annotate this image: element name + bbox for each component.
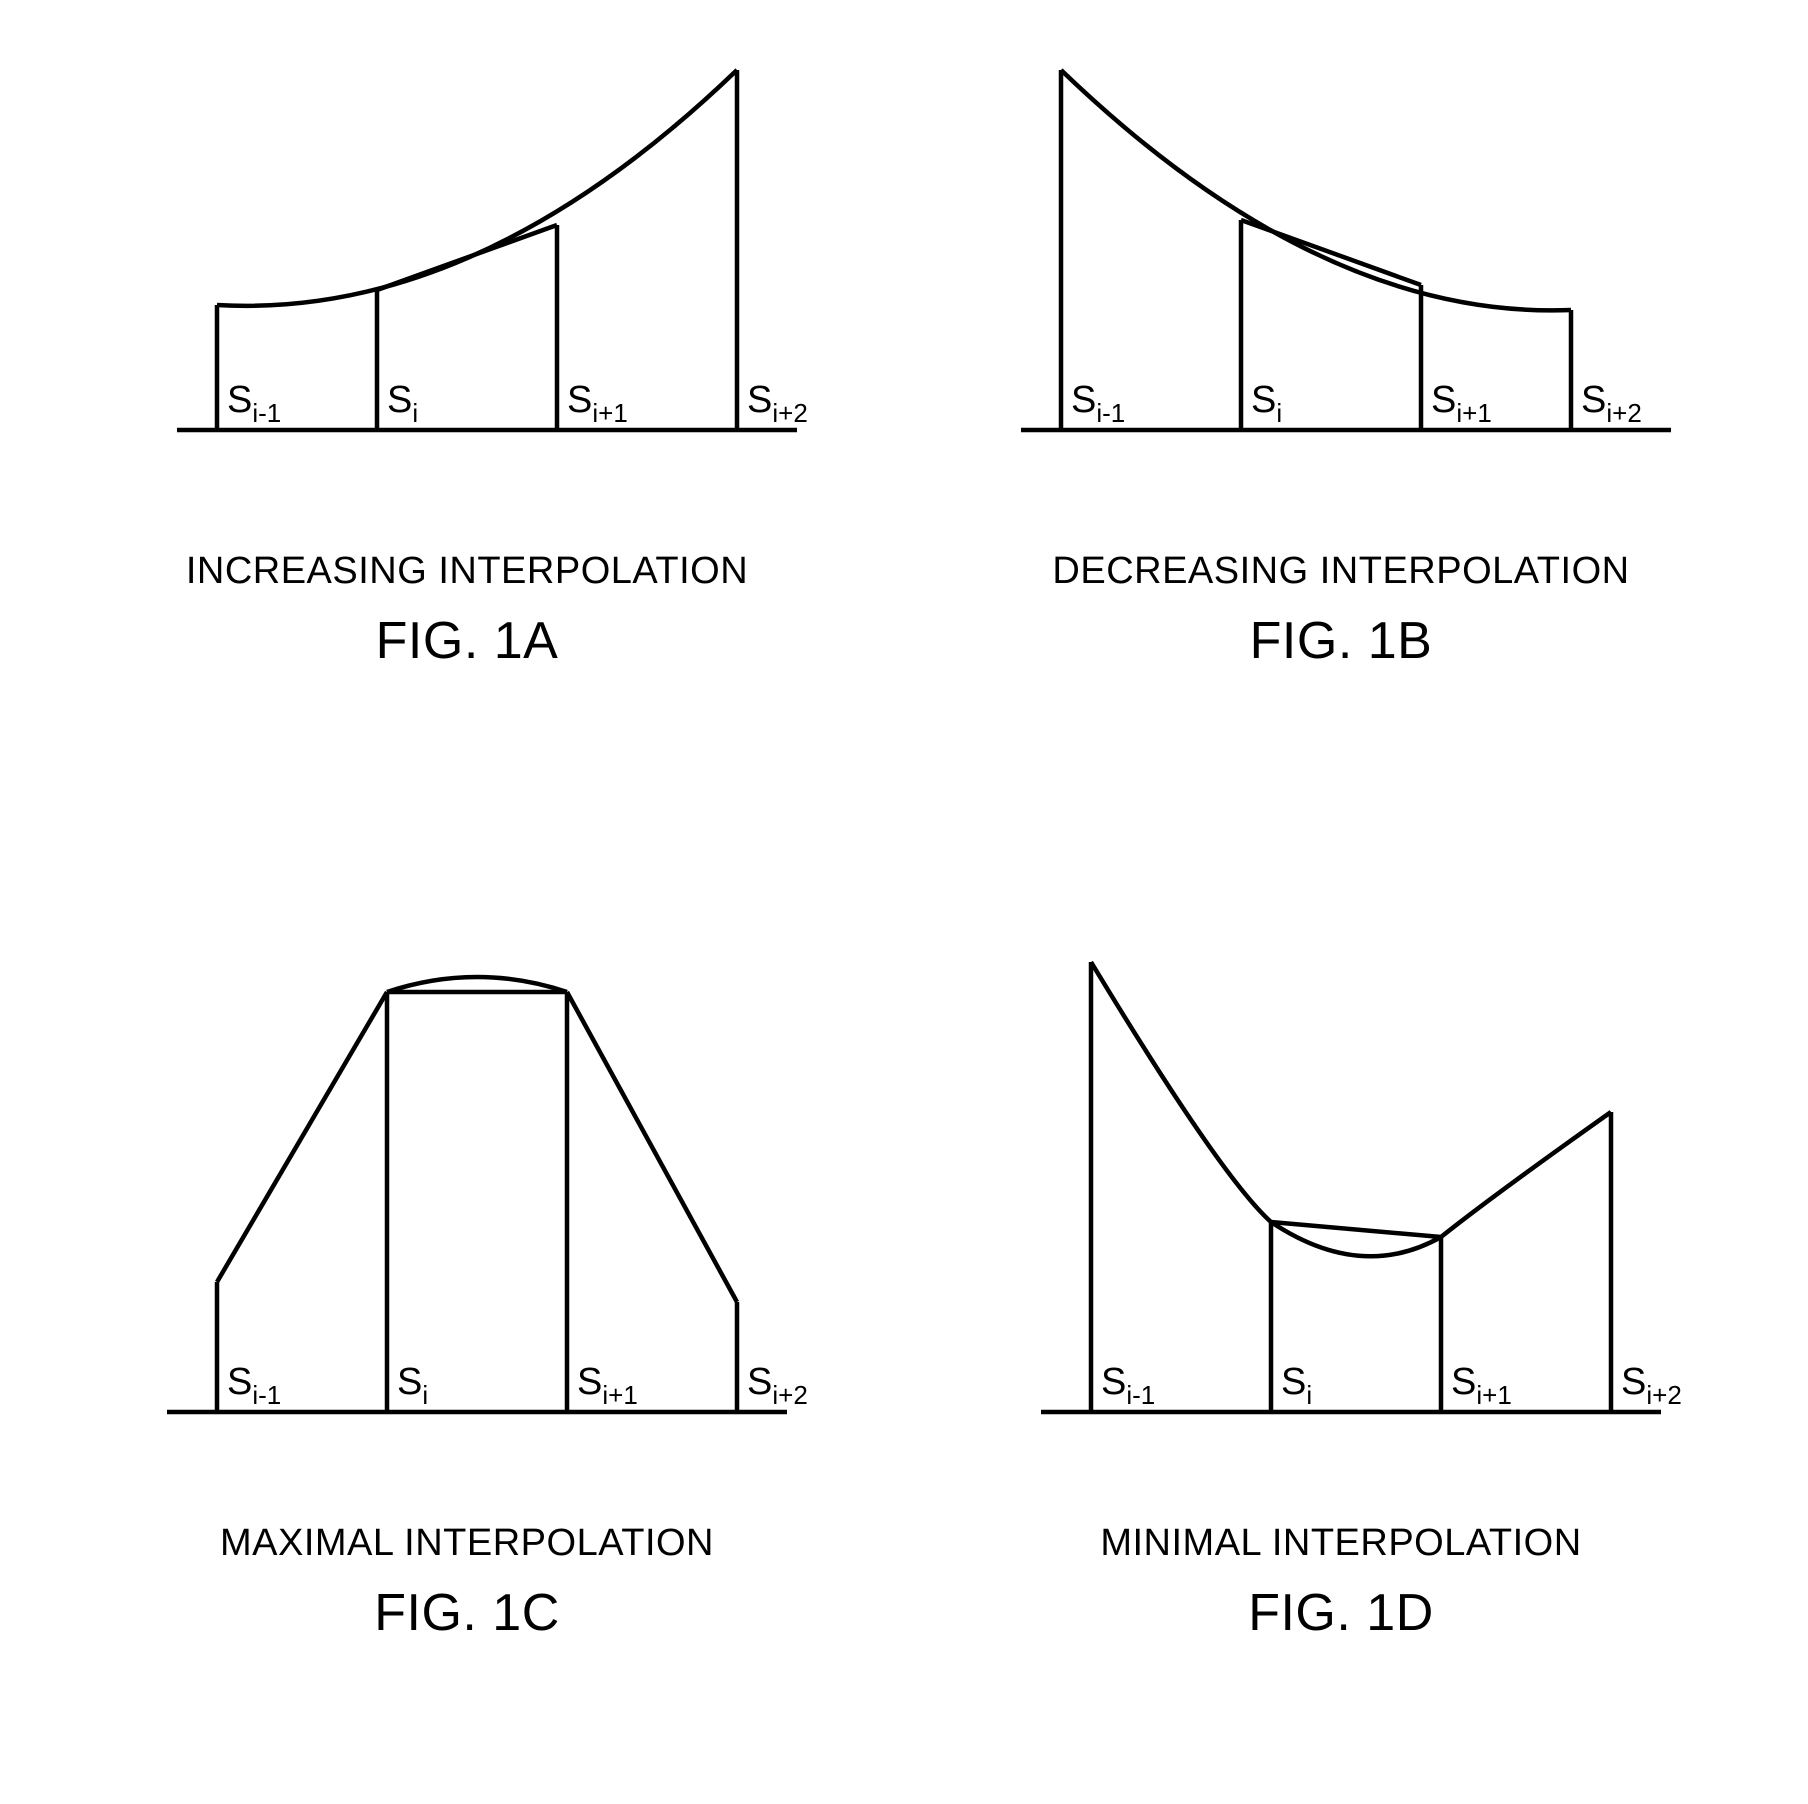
fig-b: FIG. 1B bbox=[1052, 611, 1629, 671]
axis-label-2: Si+1 bbox=[567, 379, 628, 428]
axis-label-2: Si+1 bbox=[577, 1361, 638, 1410]
axis-label-0: Si-1 bbox=[227, 1361, 281, 1410]
axis-label-2: Si+1 bbox=[1451, 1361, 1512, 1410]
figure-1d-geometry bbox=[1041, 962, 1661, 1412]
axis-labels: Si-1 Si Si+1 Si+2 bbox=[227, 1361, 808, 1410]
caption-b: DECREASING INTERPOLATION FIG. 1B bbox=[1052, 500, 1629, 671]
slope-left bbox=[1091, 962, 1271, 1222]
curve bbox=[1061, 70, 1571, 310]
panel-decreasing: Si-1 Si Si+1 Si+2 DECREASING INTERPOLATI… bbox=[954, 60, 1728, 832]
title-b: DECREASING INTERPOLATION bbox=[1052, 550, 1629, 593]
figure-1a-svg: Si-1 Si Si+1 Si+2 bbox=[117, 60, 817, 500]
figure-1c-svg: Si-1 Si Si+1 Si+2 bbox=[117, 952, 817, 1472]
caption-a: INCREASING INTERPOLATION FIG. 1A bbox=[186, 500, 748, 671]
fig-a: FIG. 1A bbox=[186, 611, 748, 671]
panel-minimal: Si-1 Si Si+1 Si+2 MINIMAL INTERPOLATION … bbox=[954, 952, 1728, 1724]
panel-increasing: Si-1 Si Si+1 Si+2 INCREASING INTERPOLATI… bbox=[80, 60, 854, 832]
figure-1d-svg: Si-1 Si Si+1 Si+2 bbox=[991, 952, 1691, 1472]
caption-d: MINIMAL INTERPOLATION FIG. 1D bbox=[1100, 1472, 1581, 1643]
axis-label-3: Si+2 bbox=[1621, 1361, 1682, 1410]
slope-right bbox=[1441, 1112, 1611, 1237]
curve bbox=[1271, 1222, 1441, 1256]
fig-c: FIG. 1C bbox=[220, 1583, 714, 1643]
caption-c: MAXIMAL INTERPOLATION FIG. 1C bbox=[220, 1472, 714, 1643]
axis-label-1: Si bbox=[1281, 1361, 1312, 1410]
title-d: MINIMAL INTERPOLATION bbox=[1100, 1522, 1581, 1565]
axis-label-1: Si bbox=[387, 379, 418, 428]
axis-label-3: Si+2 bbox=[747, 1361, 808, 1410]
fig-d: FIG. 1D bbox=[1100, 1583, 1581, 1643]
title-c: MAXIMAL INTERPOLATION bbox=[220, 1522, 714, 1565]
axis-label-0: Si-1 bbox=[1071, 379, 1125, 428]
figure-1c-geometry bbox=[167, 977, 787, 1412]
axis-label-2: Si+1 bbox=[1431, 379, 1492, 428]
slope-left bbox=[217, 992, 387, 1282]
axis-labels: Si-1 Si Si+1 Si+2 bbox=[1071, 379, 1642, 428]
panel-maximal: Si-1 Si Si+1 Si+2 MAXIMAL INTERPOLATION … bbox=[80, 952, 854, 1724]
curve bbox=[217, 70, 737, 306]
chord bbox=[1241, 220, 1421, 285]
axis-label-3: Si+2 bbox=[747, 379, 808, 428]
axis-label-1: Si bbox=[397, 1361, 428, 1410]
figure-1b-geometry bbox=[1021, 70, 1671, 430]
figure-1b-svg: Si-1 Si Si+1 Si+2 bbox=[991, 60, 1691, 500]
axis-label-0: Si-1 bbox=[1101, 1361, 1155, 1410]
axis-labels: Si-1 Si Si+1 Si+2 bbox=[227, 379, 808, 428]
axis-label-1: Si bbox=[1251, 379, 1282, 428]
slope-right bbox=[567, 992, 737, 1302]
axis-labels: Si-1 Si Si+1 Si+2 bbox=[1101, 1361, 1682, 1410]
axis-label-0: Si-1 bbox=[227, 379, 281, 428]
title-a: INCREASING INTERPOLATION bbox=[186, 550, 748, 593]
figure-1a-geometry bbox=[177, 70, 797, 430]
chord bbox=[377, 225, 557, 290]
axis-label-3: Si+2 bbox=[1581, 379, 1642, 428]
